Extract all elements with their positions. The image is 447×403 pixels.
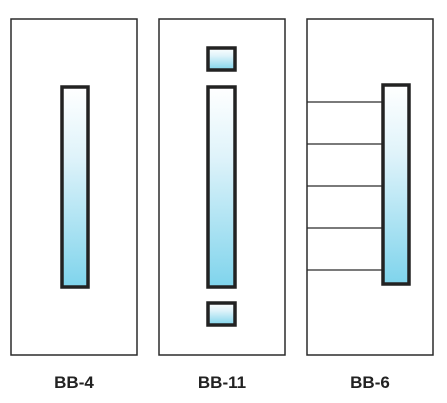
glass-lite <box>381 83 411 286</box>
door-label: BB-4 <box>54 373 94 392</box>
top-glass-lite <box>206 46 237 72</box>
glass-lite <box>60 85 90 289</box>
door-panel <box>306 18 434 356</box>
door-label: BB-6 <box>350 373 390 392</box>
door-bb-11: BB-11 <box>158 18 286 392</box>
glass-lite <box>206 85 237 289</box>
door-bb-4: BB-4 <box>10 18 138 392</box>
groove-lines <box>307 101 383 271</box>
door-label: BB-11 <box>198 373 246 392</box>
door-bb-6: BB-6 <box>306 18 434 392</box>
bottom-glass-lite <box>206 301 237 327</box>
